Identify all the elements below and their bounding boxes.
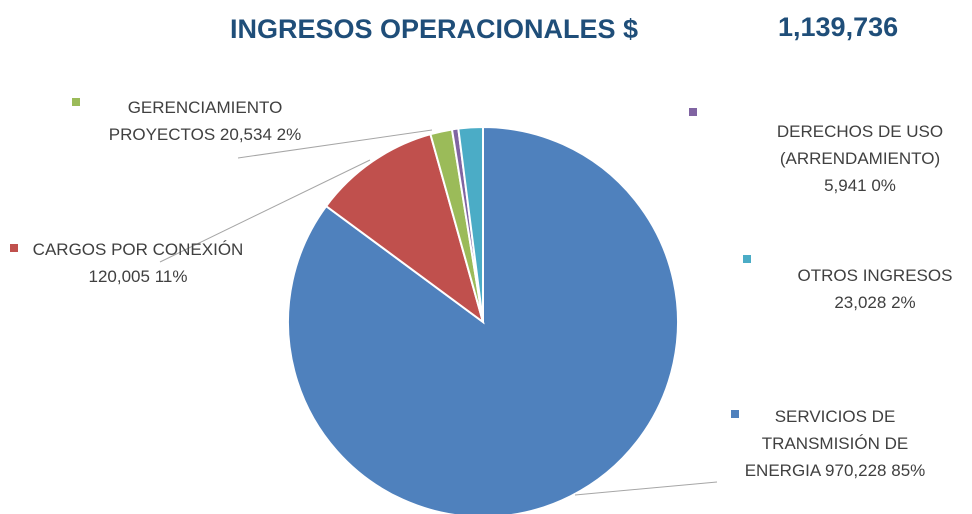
leader-line <box>237 129 433 159</box>
value-label: 23,028 <box>834 293 887 312</box>
percent-label: 2% <box>276 125 302 144</box>
legend-marker <box>72 98 80 106</box>
data-label: DERECHOS DE USO (ARRENDAMIENTO) 5,941 0% <box>760 118 960 199</box>
category-label: CARGOS POR CONEXIÓN <box>32 240 244 259</box>
data-label: OTROS INGRESOS 23,028 2% <box>775 262 972 316</box>
chart-subtitle: 1,139,736 <box>778 12 899 42</box>
data-label: GERENCIAMIENTO PROYECTOS 20,534 2% <box>85 94 325 148</box>
data-label: SERVICIOS DE TRANSMISIÓN DE ENERGIA 970,… <box>735 403 935 484</box>
legend-marker <box>731 410 739 418</box>
percent-label: 11% <box>154 267 188 286</box>
category-label: OTROS INGRESOS <box>797 266 953 285</box>
chart-title: INGRESOS OPERACIONALES $ <box>230 14 639 44</box>
value-label: 20,534 <box>219 125 272 144</box>
percent-label: 0% <box>871 176 896 195</box>
value-label: 5,941 <box>824 176 867 195</box>
legend-marker <box>689 108 697 116</box>
pie-slice <box>324 132 485 325</box>
percent-label: 2% <box>891 293 916 312</box>
category-label: SERVICIOS DE TRANSMISIÓN DE ENERGIA <box>744 407 909 480</box>
percent-label: 85% <box>891 461 926 480</box>
value-label: 970,228 <box>825 461 887 480</box>
data-label: CARGOS POR CONEXIÓN 120,005 11% <box>23 236 253 290</box>
legend-marker <box>743 255 751 263</box>
legend-marker <box>10 244 18 252</box>
leader-line <box>574 481 718 496</box>
value-label: 120,005 <box>88 267 150 286</box>
category-label: DERECHOS DE USO (ARRENDAMIENTO) <box>776 122 944 168</box>
category-label: GERENCIAMIENTO PROYECTOS <box>108 98 283 144</box>
pie-slice <box>287 125 679 514</box>
pie-slice <box>457 125 484 323</box>
leader-line <box>159 159 371 263</box>
